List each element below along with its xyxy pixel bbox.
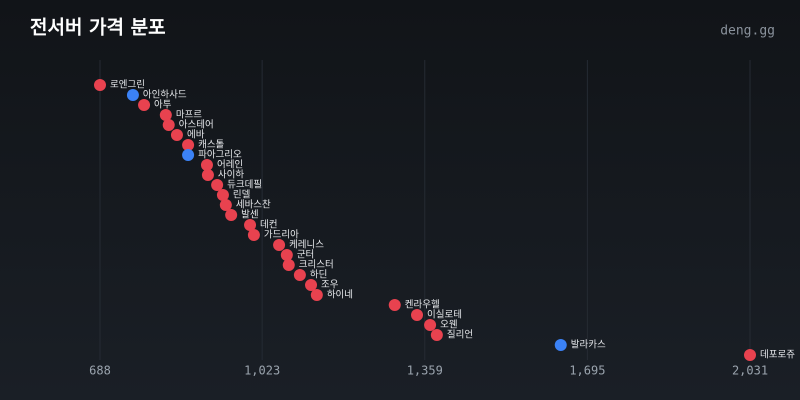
dot-label: 로엔그린: [110, 80, 145, 91]
dot-label: 아스테어: [179, 120, 214, 131]
dot: [293, 269, 306, 281]
dot-label: 아투: [154, 100, 172, 111]
dot: [182, 149, 195, 161]
dot: [201, 169, 214, 181]
dot-label: 발센: [241, 210, 258, 221]
dot: [200, 159, 213, 171]
dot: [411, 309, 424, 321]
dot: [388, 299, 401, 311]
dot: [744, 349, 756, 361]
dot: [273, 239, 286, 251]
dot: [554, 339, 567, 351]
dot-label: 어레인: [217, 160, 243, 171]
dot: [282, 259, 295, 271]
dot-label: 크리스터: [299, 260, 334, 271]
dot: [430, 329, 443, 341]
dot-label: 케레니스: [289, 240, 324, 251]
dot: [247, 229, 260, 241]
dot-label: 파아그리오: [198, 150, 242, 161]
dot-label: 가드리아: [264, 230, 299, 241]
dot: [424, 319, 437, 331]
dot-label: 켄라우헬: [405, 300, 440, 311]
dot-label: 마프르: [176, 110, 202, 121]
dot-label: 아인하사드: [143, 89, 187, 101]
dot-label: 하딘: [310, 269, 327, 281]
dot: [280, 249, 293, 261]
dot-label: 세바스찬: [236, 200, 271, 211]
dot: [138, 99, 151, 111]
dot: [310, 289, 323, 301]
dot-label: 데포로쥬: [760, 350, 795, 361]
dot-label: 군터: [297, 250, 314, 261]
x-tick-label: 2,031: [732, 364, 768, 378]
dot-label: 오웬: [440, 320, 457, 331]
x-tick-label: 1,359: [407, 364, 443, 378]
dot-label: 발라카스: [571, 340, 606, 351]
dot: [182, 139, 195, 151]
dot: [219, 199, 232, 211]
dot: [126, 89, 139, 101]
dot-label: 질리언: [447, 329, 473, 341]
dot: [170, 129, 183, 141]
x-tick-label: 1,695: [569, 364, 605, 378]
x-tick-label: 1,023: [244, 364, 280, 378]
chart-title: 전서버 가격 분포: [30, 17, 166, 39]
dot-label: 에바: [187, 130, 205, 141]
x-tick-label: 688: [89, 364, 111, 378]
dot: [159, 109, 172, 121]
dot: [94, 79, 106, 91]
dot: [225, 209, 238, 221]
dot: [216, 189, 229, 201]
dot-label: 린델: [233, 189, 251, 201]
dot-label: 듀크데필: [227, 179, 262, 191]
dot-label: 하이네: [327, 289, 353, 301]
dot-label: 이실로테: [427, 310, 462, 321]
brand: deng.gg: [720, 24, 775, 39]
dot: [244, 219, 257, 231]
dot-label: 캐스톨: [198, 140, 224, 151]
dot: [305, 279, 318, 291]
dot-label: 데컨: [260, 220, 277, 231]
dot: [162, 119, 175, 131]
dot-label: 사이하: [218, 169, 244, 181]
dot: [211, 179, 224, 191]
dot-label: 조우: [321, 280, 339, 291]
